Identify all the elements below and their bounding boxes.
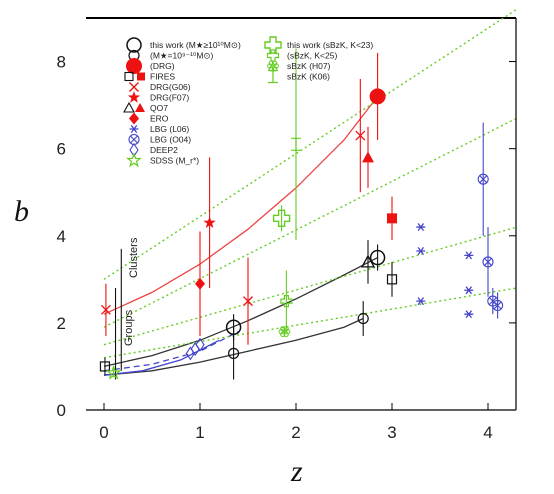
legend-label: LBG (O04) [150, 135, 191, 145]
legend-marker [135, 103, 145, 112]
x-axis-title: z [290, 455, 303, 488]
data-point [387, 213, 397, 224]
model-curve [103, 226, 517, 346]
legend-label: LBG (L06) [150, 124, 189, 134]
legend-label: FIRES [150, 72, 175, 82]
y-tick-label: 4 [57, 227, 66, 246]
data-point [477, 173, 489, 185]
data-point [464, 310, 474, 319]
legend-label: DRG(G06) [150, 82, 191, 92]
data-point [464, 251, 474, 260]
data-point [291, 137, 301, 151]
legend-marker [128, 134, 140, 145]
model-curve [103, 96, 379, 315]
data-point [416, 297, 426, 306]
legend-label: DRG(F07) [150, 93, 189, 103]
legend-label: QO7 [150, 103, 168, 113]
annotation-groups: Groups [123, 309, 135, 346]
model-curve [103, 8, 518, 280]
data-point [369, 88, 386, 105]
data-point [195, 337, 205, 352]
x-tick-label: 2 [291, 423, 300, 442]
data-point [280, 295, 293, 308]
data-point [203, 216, 216, 228]
data-point [369, 249, 386, 266]
data-point [357, 312, 369, 325]
annotation-clusters: Clusters [128, 237, 140, 278]
legend-label: DEEP2 [150, 145, 178, 155]
legend-marker [123, 101, 135, 113]
legend-marker [129, 125, 139, 133]
model-curve [103, 287, 517, 359]
legend-label: sBzK (K06) [287, 72, 330, 82]
legend-marker [129, 82, 139, 92]
x-tick-label: 0 [99, 423, 108, 442]
data-point [416, 223, 426, 232]
y-tick-label: 2 [57, 314, 66, 333]
legend-label: ERO [150, 114, 169, 124]
data-points [99, 48, 504, 380]
legend-marker [127, 91, 141, 103]
data-point [100, 304, 111, 315]
legend-marker [126, 37, 142, 53]
legend-marker [129, 112, 139, 125]
legend-marker [268, 69, 278, 84]
legend-label: (sBzK, K<25) [287, 51, 337, 61]
y-tick-label: 8 [57, 53, 66, 72]
data-point [105, 364, 122, 380]
data-point [278, 326, 291, 338]
data-point [360, 254, 376, 268]
legend-label: (DRG) [150, 61, 175, 71]
data-point [386, 274, 398, 285]
data-point [416, 247, 426, 256]
data-point [482, 256, 494, 268]
data-point [362, 151, 374, 163]
legend-marker [266, 49, 280, 62]
model-curve [103, 117, 518, 328]
data-point [355, 130, 366, 141]
y-axis-title: b [14, 195, 29, 228]
legend-label: this work (sBzK, K<23) [287, 40, 373, 50]
legend: this work (M★≥10¹⁰M⊙)(M★=10⁹⁻¹⁰M⊙)(DRG)F… [123, 36, 373, 168]
data-point [228, 347, 240, 359]
x-tick-label: 3 [387, 423, 396, 442]
model-curve [103, 317, 364, 376]
x-tick-label: 1 [195, 423, 204, 442]
data-point [195, 277, 205, 290]
legend-label: this work (M★≥10¹⁰M⊙) [150, 40, 241, 50]
legend-marker [129, 143, 139, 157]
data-point [243, 296, 253, 307]
legend-label: SDSS (M_r*) [150, 156, 199, 166]
data-point [99, 361, 111, 372]
legend-label: (M★=10⁹⁻¹⁰M⊙) [150, 51, 214, 61]
data-point [272, 209, 291, 228]
legend-marker [126, 152, 142, 168]
x-tick-label: 4 [483, 423, 492, 442]
legend-label: sBzK (H07) [287, 61, 331, 71]
data-point [464, 286, 474, 295]
data-point [492, 299, 504, 311]
legend-marker [267, 60, 279, 72]
y-tick-label: 6 [57, 140, 66, 159]
model-curve [103, 331, 239, 372]
legend-marker [126, 58, 142, 74]
legend-marker [137, 72, 145, 81]
axes: 0 1 2 3 4 0 2 4 6 8 [57, 18, 517, 442]
y-tick-label: 0 [57, 401, 66, 420]
legend-marker [124, 71, 134, 82]
